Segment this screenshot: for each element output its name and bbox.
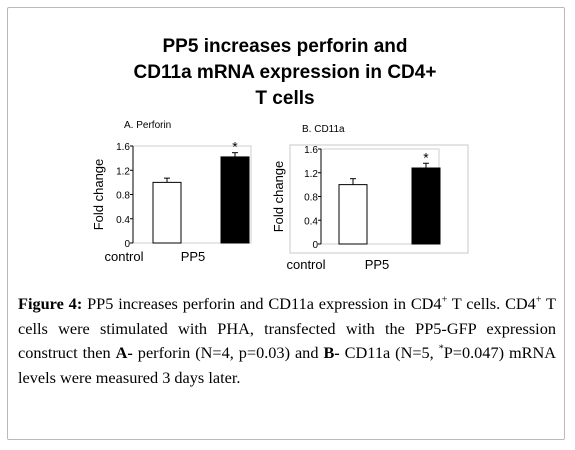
chart-panel-b: B. CD11a 0 0.4 0.8 1.2 1.6 Fold change control *… xyxy=(271,124,469,272)
x-category-label: control xyxy=(286,257,325,272)
x-category-label: PP5 xyxy=(365,257,390,272)
caption-text: CD11a (N=5, xyxy=(339,343,439,362)
caption-text: PP5 increases perforin and CD11a express… xyxy=(82,294,442,313)
bar-control xyxy=(338,184,368,245)
bar-control xyxy=(152,181,182,244)
figure-title: PP5 increases perforin and CD11a mRNA ex… xyxy=(100,34,470,112)
caption-bold: B- xyxy=(323,343,340,362)
y-tick-label: 1.6 xyxy=(116,142,130,153)
y-tick-label: 0 xyxy=(312,240,318,251)
y-tick-label: 0 xyxy=(124,239,130,250)
caption-sup: + xyxy=(535,294,542,306)
caption-text: perforin (N=4, p=0.03) and xyxy=(132,343,324,362)
title-line-2: CD11a mRNA expression in CD4+ xyxy=(133,62,437,83)
significance-marker: * xyxy=(423,149,429,165)
caption-text: T cells were stimulated with PHA, transf… xyxy=(18,294,556,362)
panel-label: A. Perforin xyxy=(124,120,171,131)
caption-text: T cells. CD4 xyxy=(447,294,536,313)
caption-sup: + xyxy=(441,294,448,306)
y-axis-label: Fold change xyxy=(271,161,286,233)
y-axis-label: Fold change xyxy=(91,159,106,231)
title-line-1: PP5 increases perforin and xyxy=(162,36,408,57)
y-tick-label: 1.2 xyxy=(304,169,318,180)
figure-caption: Figure 4: PP5 increases perforin and CD1… xyxy=(18,292,556,390)
y-tick-label: 0.4 xyxy=(116,215,130,226)
significance-marker: * xyxy=(232,139,238,155)
caption-bold: A- xyxy=(115,343,133,362)
y-tick-label: 0.8 xyxy=(116,191,130,202)
caption-text: P=0.047) mRNA levels were measured 3 day… xyxy=(18,343,557,387)
y-tick-label: 1.6 xyxy=(304,145,318,156)
title-line-3: T cells xyxy=(255,88,315,109)
y-tick-label: 0.4 xyxy=(304,216,318,227)
panel-label: B. CD11a xyxy=(302,124,345,135)
bar-pp5 xyxy=(411,167,441,245)
outer-frame xyxy=(289,144,469,254)
bar-pp5 xyxy=(220,156,250,244)
x-category-label: control xyxy=(104,249,143,264)
y-tick-label: 0.8 xyxy=(304,193,318,204)
chart-panel-a: A. Perforin 0 0.4 0.8 1.2 1.6 Fold change contr… xyxy=(91,120,252,264)
caption-label: Figure 4: xyxy=(18,294,83,313)
caption-sup: * xyxy=(438,343,444,355)
y-tick-label: 1.2 xyxy=(116,166,130,177)
x-category-label: PP5 xyxy=(181,249,206,264)
figure-frame xyxy=(7,7,565,440)
